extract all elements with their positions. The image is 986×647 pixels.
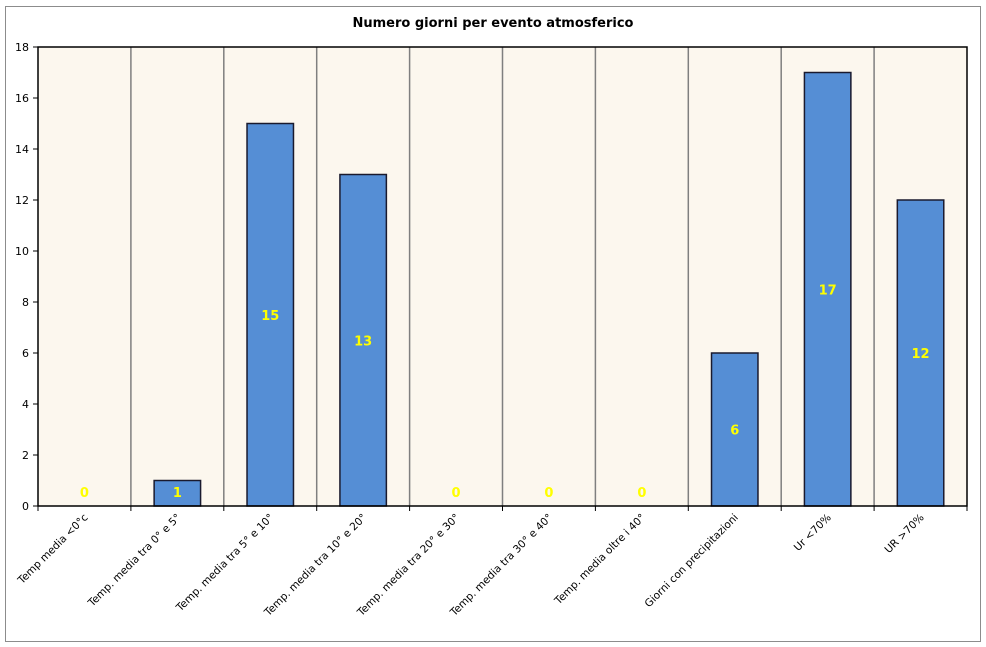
y-tick-label: 2 [22,449,29,462]
x-tick-label: Temp media <0°c [15,511,91,587]
data-label: 17 [819,283,837,298]
data-label: 13 [354,334,372,349]
x-tick-label: Temp. media tra 0° e 5° [85,512,183,610]
bar [153,479,202,507]
y-tick-label: 10 [15,245,29,258]
y-tick-label: 6 [22,347,29,360]
data-label: 15 [261,309,279,324]
x-tick-label: Temp. media tra 10° e 20° [262,512,370,620]
data-label: 0 [637,486,646,501]
data-label: 1 [173,486,182,501]
x-tick-label: UR >70% [882,512,926,556]
y-tick-label: 16 [15,92,29,105]
y-tick-label: 4 [22,398,29,411]
y-tick-label: 0 [22,500,29,513]
y-axis: 0 2 4 6 8 10 12 14 16 18 [15,41,38,513]
x-tick-label: Temp. media oltre i 40° [552,512,648,608]
y-tick-label: 18 [15,41,29,54]
x-tick-label: Temp. media tra 20° e 30° [355,512,463,620]
x-tick-label: Temp. media tra 5° e 10° [173,512,276,615]
chart-title: Numero giorni per evento atmosferico [353,16,634,31]
data-label: 0 [452,486,461,501]
data-label: 12 [912,347,930,362]
bar [246,122,295,507]
data-labels: 0 1 15 13 0 0 0 6 17 12 [80,283,930,501]
data-label: 6 [730,424,739,439]
y-tick-label: 12 [15,194,29,207]
y-tick-label: 8 [22,296,29,309]
bar [896,199,945,507]
bar [339,173,388,507]
grid-lines [130,47,875,506]
data-label: 0 [80,486,89,501]
x-tick-label: Temp. media tra 30° e 40° [447,512,555,620]
x-tick-label: Giorni con precipitazioni [642,512,740,610]
data-label: 0 [544,486,553,501]
x-tick-label: Ur <70% [792,512,834,554]
y-tick-label: 14 [15,143,29,156]
